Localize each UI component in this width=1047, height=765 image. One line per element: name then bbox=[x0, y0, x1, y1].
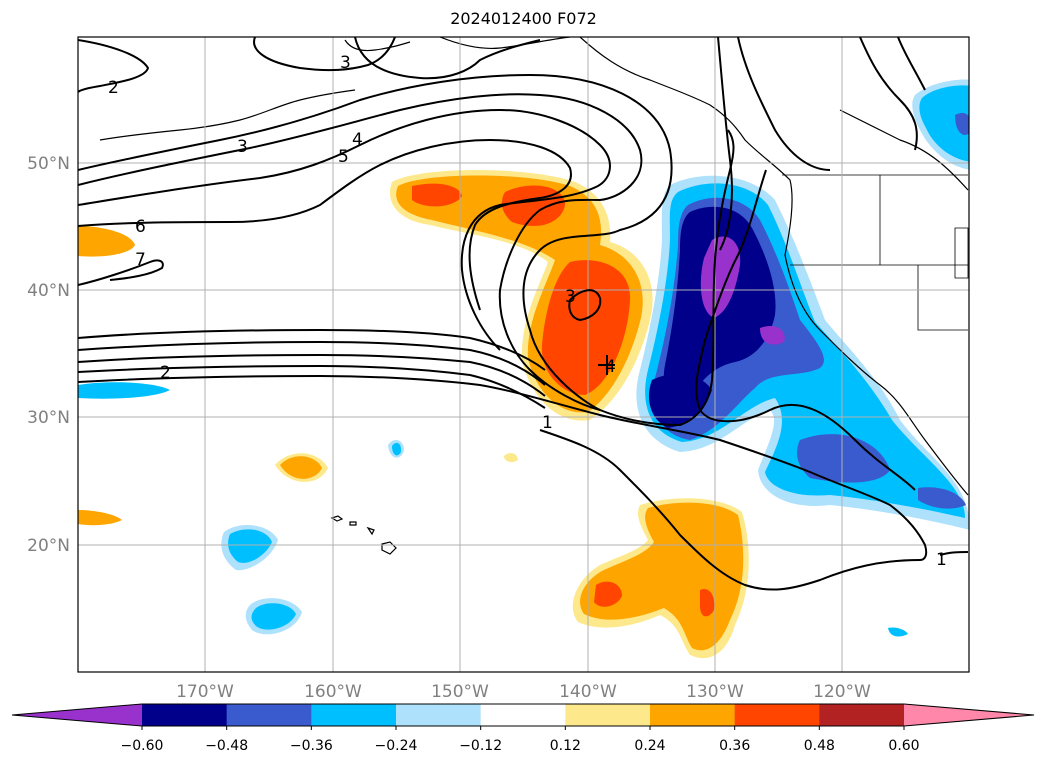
coastlines bbox=[99, 37, 969, 555]
colorbar-tick-label: −0.60 bbox=[121, 738, 164, 754]
map-frame bbox=[77, 36, 970, 673]
lat-tick-20n: 20°N bbox=[27, 536, 70, 556]
colorbar-swatch bbox=[819, 704, 905, 726]
colorbar-swatch bbox=[734, 704, 820, 726]
lon-tick-120w: 120°W bbox=[813, 682, 871, 702]
colorbar-swatch bbox=[565, 704, 651, 726]
contour-label: 1 bbox=[936, 550, 947, 570]
lon-tick-150w: 150°W bbox=[431, 682, 489, 702]
contour-label: 7 bbox=[135, 250, 146, 270]
lat-tick-30n: 30°N bbox=[27, 408, 70, 428]
contour-label: 4 bbox=[605, 357, 616, 377]
colorbar-extend-min bbox=[12, 704, 142, 726]
contour-label: 6 bbox=[135, 217, 146, 237]
contour-label: 3 bbox=[340, 53, 351, 73]
latitude-tick-labels: 50°N 40°N 30°N 20°N bbox=[27, 154, 70, 556]
lon-tick-160w: 160°W bbox=[304, 682, 362, 702]
colorbar-extend-max bbox=[904, 704, 1034, 726]
filled-anomaly-regions bbox=[78, 79, 969, 659]
colorbar-swatch bbox=[480, 704, 566, 726]
colorbar-swatch bbox=[311, 704, 397, 726]
contour-label: 1 bbox=[542, 413, 553, 433]
colorbar-tick-label: 0.24 bbox=[634, 738, 665, 754]
map-title: 2024012400 F072 bbox=[450, 9, 597, 28]
contour-label: 2 bbox=[160, 363, 171, 383]
colorbar-swatch bbox=[142, 704, 228, 726]
colorbar-tick-label: −0.36 bbox=[290, 738, 333, 754]
lon-tick-130w: 130°W bbox=[686, 682, 744, 702]
contour-labels: 2 3 3 4 5 6 7 2 1 3 4 1 bbox=[108, 53, 947, 570]
lat-tick-40n: 40°N bbox=[27, 281, 70, 301]
lon-tick-170w: 170°W bbox=[176, 682, 234, 702]
longitude-tick-labels: 170°W 160°W 150°W 140°W 130°W 120°W bbox=[176, 682, 871, 702]
colorbar-swatch bbox=[650, 704, 736, 726]
lon-tick-140w: 140°W bbox=[559, 682, 617, 702]
colorbar-tick-label: −0.48 bbox=[205, 738, 248, 754]
colorbar-swatch bbox=[226, 704, 312, 726]
contour-label: 4 bbox=[352, 130, 363, 150]
contour-label: 3 bbox=[237, 137, 248, 157]
contour-lines bbox=[78, 37, 969, 591]
colorbar-tick-label: 0.36 bbox=[719, 738, 750, 754]
lat-tick-50n: 50°N bbox=[27, 154, 70, 174]
contour-label: 3 bbox=[565, 287, 576, 307]
colorbar-tick-label: 0.12 bbox=[550, 738, 581, 754]
colorbar-tick-label: 0.60 bbox=[888, 738, 919, 754]
colorbar-tick-label: −0.12 bbox=[459, 738, 502, 754]
colorbar: −0.60 −0.48 −0.36 −0.24 −0.12 0.12 0.24 0.36 0.4… bbox=[11, 703, 1035, 754]
contour-label: 5 bbox=[338, 147, 349, 167]
colorbar-swatch bbox=[396, 704, 482, 726]
colorbar-tick-label: 0.48 bbox=[804, 738, 835, 754]
colorbar-tick-label: −0.24 bbox=[375, 738, 418, 754]
map-area: 2 3 3 4 5 6 7 2 1 3 4 1 bbox=[78, 37, 969, 672]
contour-label: 2 bbox=[108, 78, 119, 98]
